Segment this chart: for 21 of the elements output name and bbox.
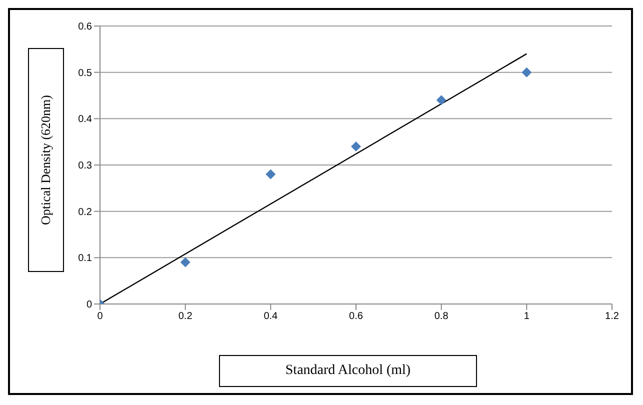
x-tick-label: 1.2 <box>605 311 620 322</box>
y-tick-label: 0.4 <box>78 114 92 126</box>
y-axis-title: Optical Density (620nm) <box>38 95 54 225</box>
x-axis-title: Standard Alcohol (ml) <box>219 355 477 387</box>
point <box>266 169 276 180</box>
y-tick-label: 0 <box>86 300 92 311</box>
y-tick-label: 0.5 <box>78 68 92 79</box>
y-tick-label: 0.2 <box>78 206 92 218</box>
y-tick-label: 0.6 <box>78 22 92 33</box>
point <box>180 257 190 268</box>
x-tick-label: 0.2 <box>178 311 193 322</box>
x-tick-label: 1 <box>524 311 530 322</box>
x-tick-label: 0.6 <box>349 311 364 322</box>
x-tick-label: 0.8 <box>434 311 449 322</box>
point <box>351 141 361 152</box>
point <box>522 67 532 78</box>
y-tick-label: 0.1 <box>78 253 92 264</box>
point <box>436 95 446 106</box>
x-tick-label: 0.4 <box>264 311 278 322</box>
x-tick-label: 0 <box>97 311 104 322</box>
y-tick-label: 0.3 <box>78 160 92 172</box>
